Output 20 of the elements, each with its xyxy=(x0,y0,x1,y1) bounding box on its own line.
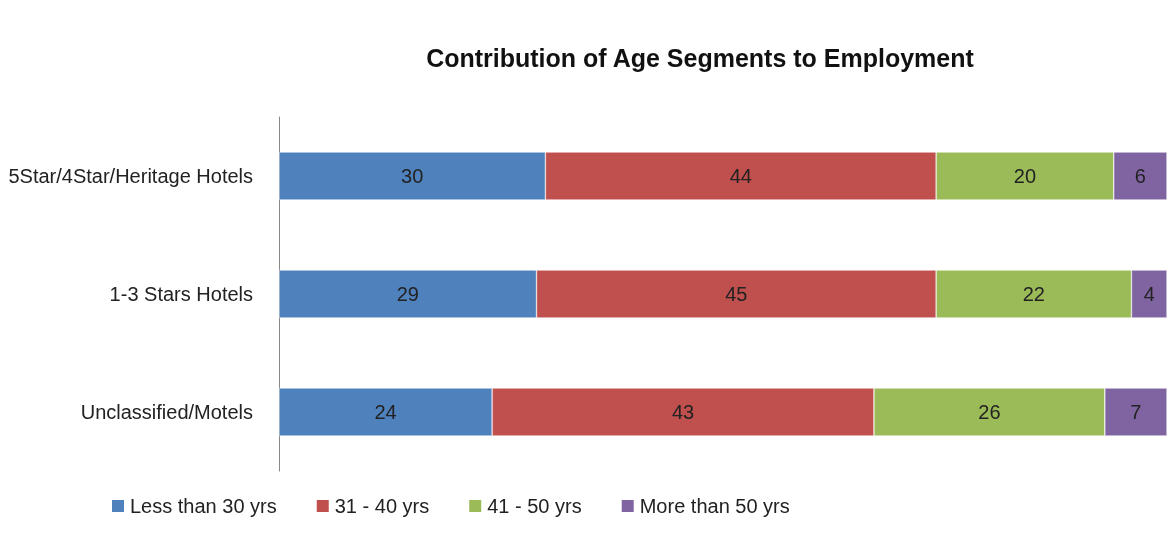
data-label: 44 xyxy=(729,165,752,187)
data-label: 26 xyxy=(978,401,1001,423)
data-label: 29 xyxy=(396,283,419,305)
y-tick-label: 5Star/4Star/Heritage Hotels xyxy=(8,165,253,187)
legend-label: Less than 30 yrs xyxy=(130,495,277,517)
data-label: 43 xyxy=(671,401,695,423)
legend-label: 41 - 50 yrs xyxy=(487,495,582,517)
y-tick-label: Unclassified/Motels xyxy=(80,401,253,423)
data-label: 30 xyxy=(401,165,424,187)
y-tick-label: 1-3 Stars Hotels xyxy=(109,283,253,305)
data-label: 7 xyxy=(1130,401,1142,423)
legend-label: 31 - 40 yrs xyxy=(334,495,430,517)
legend-label: More than 50 yrs xyxy=(639,495,790,517)
data-label: 6 xyxy=(1134,165,1146,187)
data-label: 22 xyxy=(1022,283,1045,305)
chart-title: Contribution of Age Segments to Employment xyxy=(426,43,975,72)
data-label: 24 xyxy=(374,401,397,423)
data-label: 45 xyxy=(725,283,748,305)
data-label: 4 xyxy=(1143,283,1155,305)
data-label: 20 xyxy=(1013,165,1037,187)
